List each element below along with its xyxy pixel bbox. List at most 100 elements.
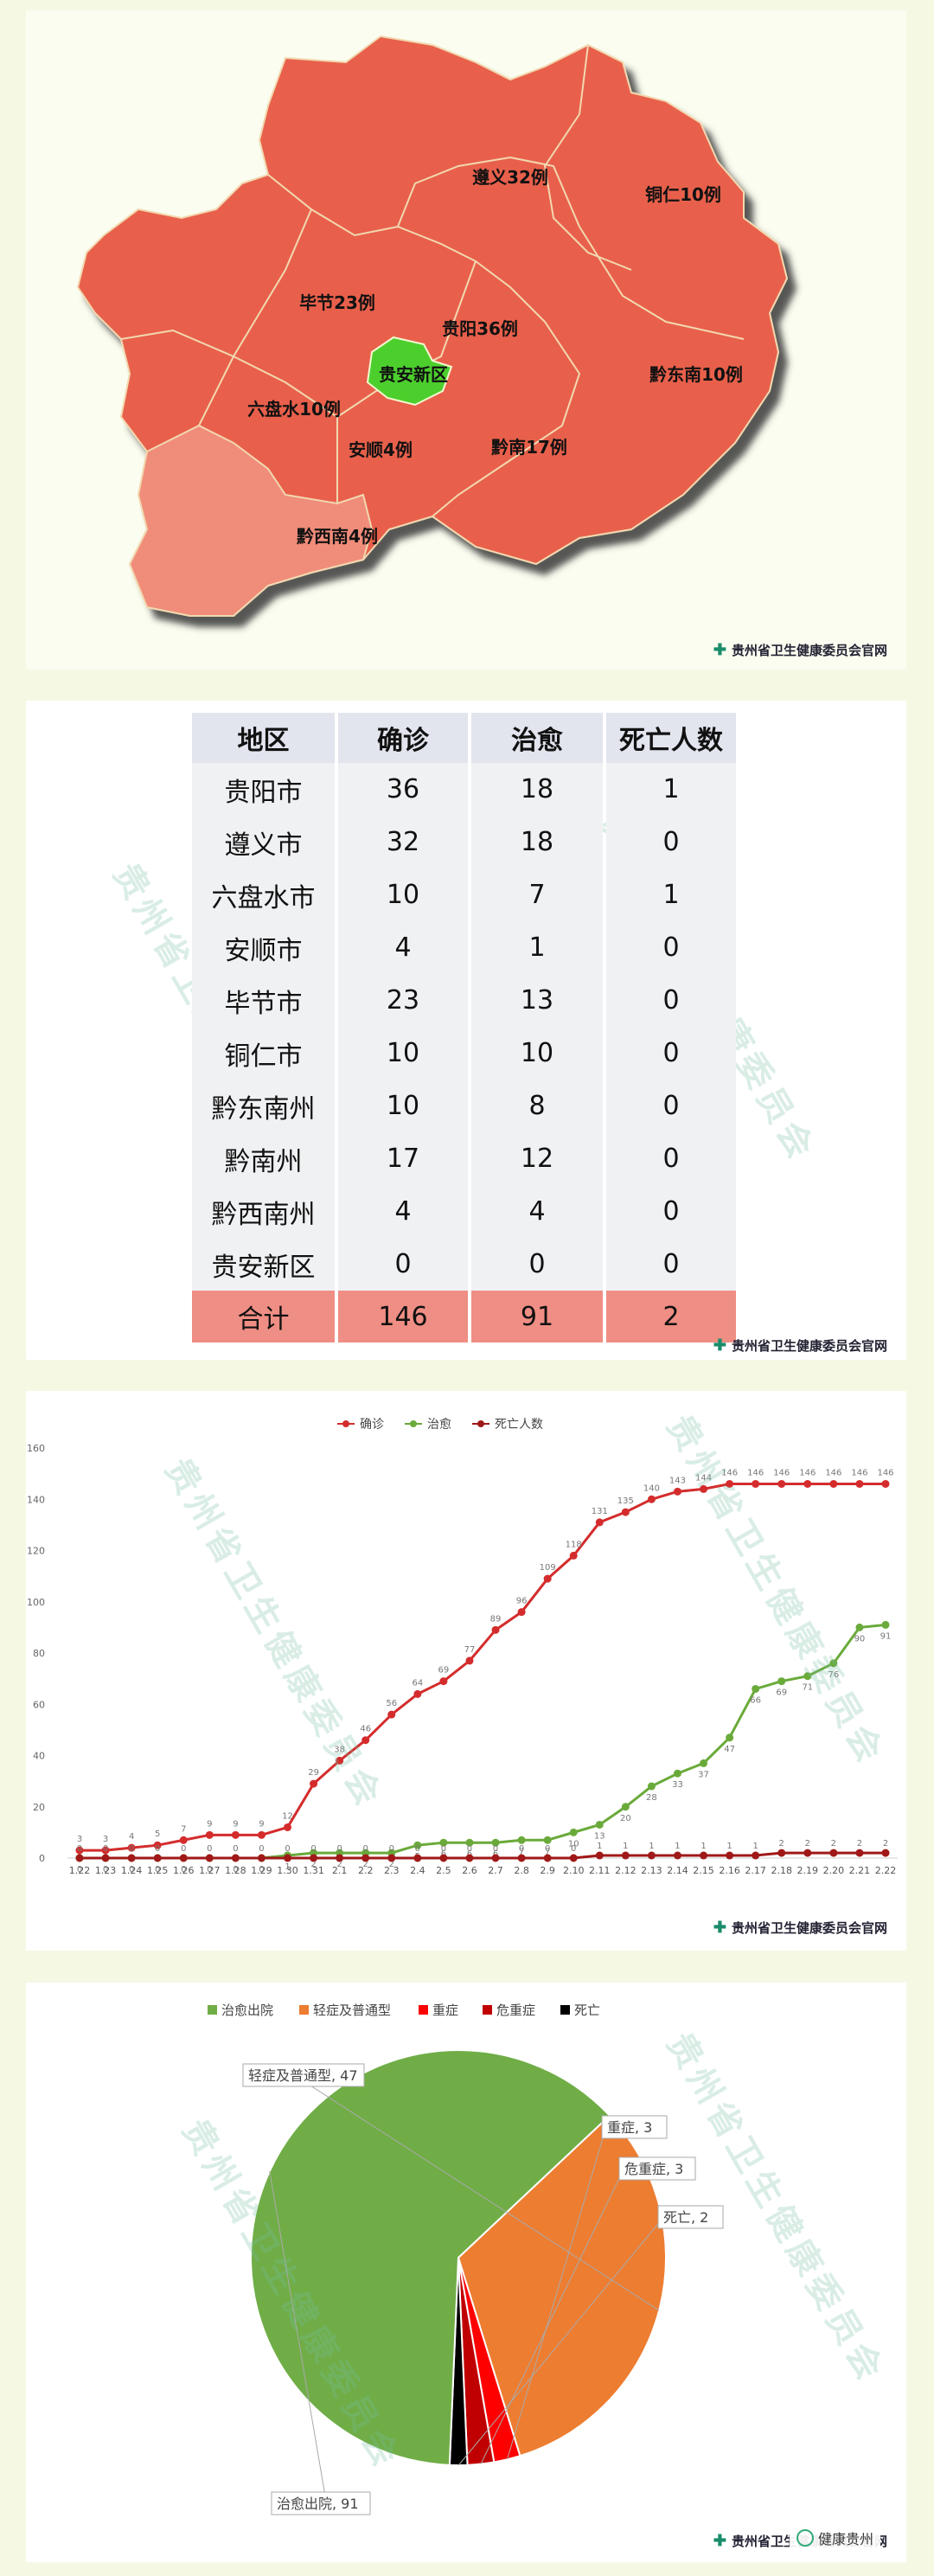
wechat-icon [796,2529,814,2547]
y-tick-label: 80 [33,1648,45,1659]
data-label: 9 [207,1819,212,1829]
map-label-qianxinan: 黔西南4例 [297,526,378,547]
cell-confirmed: 0 [338,1238,468,1291]
data-point [881,1620,890,1629]
data-point [803,1849,812,1857]
data-point [310,1854,318,1862]
cell-confirmed: 17 [338,1132,468,1185]
cell-cured: 10 [471,1027,603,1080]
data-point [205,1854,214,1862]
data-label: 33 [672,1780,683,1790]
data-label: 1 [752,1842,758,1851]
data-label: 0 [493,1844,498,1854]
map-label-guian: 贵安新区 [379,364,448,385]
data-label: 28 [646,1793,657,1803]
legend-label: 危重症 [496,2002,535,2018]
data-point [361,1736,370,1745]
x-tick-label: 1.26 [173,1865,195,1876]
cell-cured: 0 [471,1238,603,1291]
legend-swatch [208,2005,217,2015]
data-label: 0 [129,1865,134,1874]
data-label: 0 [571,1844,576,1854]
data-label: 131 [592,1507,608,1516]
cell-region: 铜仁市 [192,1027,335,1080]
data-label: 1 [700,1842,706,1851]
header-deaths: 死亡人数 [606,713,736,763]
cell-cured: 4 [471,1185,603,1238]
data-point [621,1508,630,1516]
table-row: 毕节市 23 13 0 [192,974,736,1027]
data-point [439,1677,448,1686]
x-tick-label: 2.14 [667,1865,688,1876]
header-region: 地区 [192,713,335,763]
cell-cured: 13 [471,974,603,1027]
data-point [543,1574,552,1583]
y-tick-label: 40 [33,1751,45,1762]
map-label-liupanshui: 六盘水10例 [247,399,341,420]
data-point [855,1479,864,1488]
data-point [777,1677,786,1686]
x-tick-label: 2.12 [615,1865,637,1876]
data-point [75,1846,84,1855]
callout-box [618,2156,696,2181]
cell-confirmed: 4 [338,921,468,974]
data-label: 0 [181,1865,186,1874]
callout-line [480,2170,624,2464]
data-label: 2 [336,1860,342,1869]
data-label: 1 [285,1862,290,1872]
slice-label: 治愈出院, 91 [277,2496,359,2512]
data-label: 0 [467,1844,472,1854]
province-shape [76,35,789,617]
x-tick-label: 2.8 [514,1865,529,1876]
legend-label: 治愈 [427,1418,451,1432]
data-point [387,1710,396,1719]
pie-chart-panel: 贵州省卫生健康委员会 贵州省卫生健康委员会 治愈出院 轻症及普通型 重症 危重症 死亡轻… [26,1983,906,2562]
header-cured: 治愈 [471,713,603,763]
table-row: 黔东南州 10 8 0 [192,1080,736,1132]
data-label: 0 [285,1844,290,1854]
cell-confirmed: 10 [338,868,468,921]
data-label: 69 [776,1688,787,1698]
legend-swatch [483,2005,492,2015]
table-row: 贵安新区 0 0 0 [192,1238,736,1291]
table-row: 铜仁市 10 10 0 [192,1027,736,1080]
cell-region: 遵义市 [192,816,335,868]
data-label: 0 [77,1865,82,1874]
cell-region: 安顺市 [192,921,335,974]
x-tick-label: 1.25 [147,1865,169,1876]
data-point [179,1854,188,1862]
data-point [829,1849,838,1857]
data-point [595,1820,604,1829]
data-point [752,1684,760,1693]
data-point [205,1830,214,1839]
data-label: 89 [490,1614,502,1624]
cell-cured: 7 [471,868,603,921]
data-label: 69 [438,1666,450,1676]
table-total-row: 合计 146 91 2 [192,1291,736,1342]
data-label: 0 [441,1844,446,1854]
x-tick-label: 2.3 [384,1865,400,1876]
data-point [439,1854,448,1862]
data-label: 143 [669,1476,686,1485]
x-tick-label: 2.13 [641,1865,662,1876]
data-label: 12 [282,1811,293,1821]
table-panel: 贵州省卫生健康委员会 贵州省卫生健康委员会 地区 确诊 治愈 死亡人数 贵阳市3… [26,701,906,1360]
data-label: 66 [750,1695,761,1705]
data-label: 144 [695,1473,712,1483]
data-point [855,1849,864,1857]
cell-cured: 91 [471,1291,603,1342]
data-point [361,1854,370,1862]
data-label: 0 [259,1844,264,1854]
data-label: 0 [207,1844,212,1854]
cell-deaths: 1 [606,763,736,816]
overlay-text: 健康贵州 [817,2531,873,2547]
data-point [517,1836,526,1844]
legend-label: 治愈出院 [221,2002,273,2018]
data-label: 0 [259,1865,264,1874]
cell-cured: 18 [471,763,603,816]
data-point [647,1851,656,1860]
data-point [621,1803,630,1811]
data-point [284,1823,292,1831]
cell-cured: 18 [471,816,603,868]
x-tick-label: 1.27 [199,1865,221,1876]
